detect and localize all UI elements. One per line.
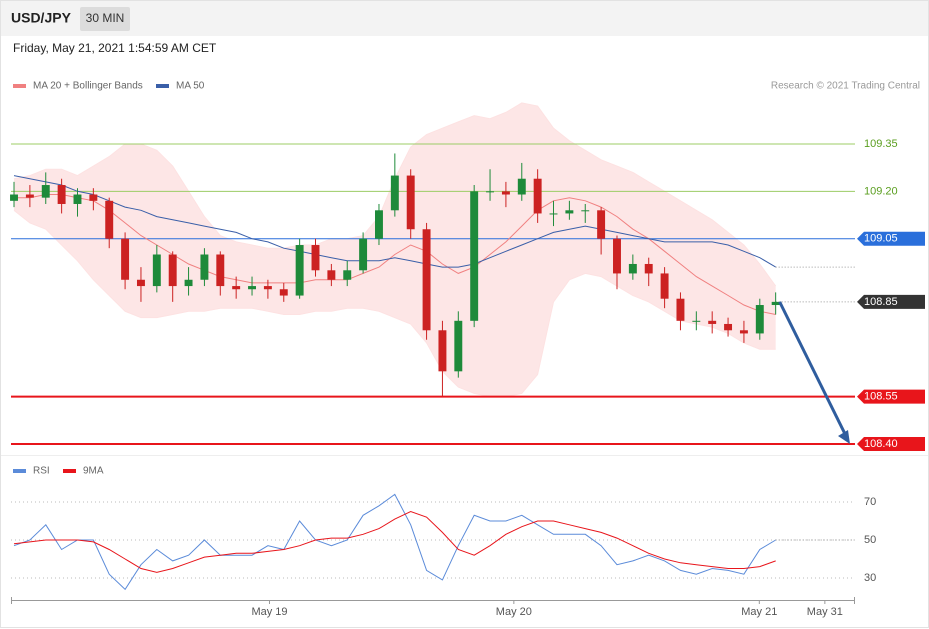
candle-body [628, 263, 637, 274]
legend-label: RSI [33, 466, 50, 477]
candle-body [57, 185, 66, 204]
candle-body [343, 270, 352, 280]
level-tag [857, 294, 925, 309]
interval: 30 MIN [86, 11, 125, 25]
candle-body [41, 185, 50, 198]
candle-body [168, 254, 177, 287]
forecast-arrowhead [838, 429, 850, 444]
candle-body [73, 194, 82, 204]
candle-body [676, 298, 685, 321]
candle-body [565, 210, 574, 214]
candle-body [232, 286, 241, 290]
bollinger-fill [14, 102, 776, 397]
candle-body [692, 320, 701, 322]
candle-body [581, 210, 590, 212]
forecast-arrow [778, 301, 848, 437]
y-tick-label: 70 [864, 496, 876, 508]
candle-body [359, 238, 368, 271]
level-tag [857, 389, 925, 404]
x-tick-label: May 20 [496, 606, 532, 618]
candle-body [216, 254, 225, 287]
level-tag [857, 436, 925, 451]
candle-body [184, 279, 193, 287]
level-label: 108.40 [864, 438, 898, 450]
candle-body [549, 213, 558, 215]
candle-body [89, 194, 98, 201]
legend-label: MA 50 [176, 81, 205, 92]
candle-body [613, 238, 621, 274]
candle-body [454, 320, 463, 372]
candle-body [771, 301, 780, 306]
candle-body [597, 210, 606, 239]
level-tag [857, 231, 925, 246]
level-label: 109.05 [864, 233, 898, 245]
header-bar [1, 1, 928, 36]
candle-body [136, 279, 145, 287]
credit: Research © 2021 Trading Central [771, 81, 920, 92]
candle-body [755, 305, 764, 334]
legend-swatch [13, 84, 26, 88]
level-label: 108.55 [864, 390, 898, 402]
candle-body [263, 286, 272, 290]
candle-body [121, 238, 130, 280]
x-tick-label: May 31 [807, 606, 843, 618]
rsi-line [13, 493, 776, 591]
x-tick-label: May 19 [251, 606, 287, 618]
candle-body [660, 273, 669, 299]
candle-body [295, 245, 304, 296]
candle-body [724, 323, 733, 331]
candle-body [406, 175, 415, 230]
candle-body [470, 191, 479, 321]
candle-body [708, 320, 717, 324]
candle-body [152, 254, 161, 287]
y-tick-label: 50 [864, 534, 876, 546]
candle-body [644, 263, 653, 274]
legend-label: 9MA [83, 466, 104, 477]
candle-body [438, 330, 447, 372]
timestamp: Friday, May 21, 2021 1:54:59 AM CET [13, 41, 217, 55]
y-tick-label: 30 [864, 572, 876, 584]
candle-body [533, 178, 542, 214]
candle-body [311, 245, 320, 271]
legend-swatch [13, 469, 26, 473]
candle-body [105, 200, 114, 239]
candle-body [279, 289, 288, 296]
candle-body [390, 175, 399, 211]
legend-label: MA 20 + Bollinger Bands [33, 81, 143, 92]
candle-body [501, 191, 510, 195]
candle-body [10, 194, 18, 201]
candle-body [25, 194, 34, 198]
candle-body [375, 210, 383, 239]
candle-body [739, 330, 748, 334]
level-label: 109.35 [864, 138, 898, 150]
candle-body [248, 286, 256, 290]
ma50-line [13, 175, 776, 268]
candle-body [517, 178, 526, 195]
candle-body [327, 270, 336, 280]
candle-body [486, 191, 495, 193]
candle-body [200, 254, 209, 280]
candle-body [422, 229, 431, 331]
interval-badge [80, 7, 130, 31]
legend-swatch [63, 469, 76, 473]
symbol: USD/JPY [11, 10, 72, 26]
level-label: 109.20 [864, 185, 898, 197]
bollinger-lower [13, 209, 776, 398]
x-tick-label: May 21 [741, 606, 777, 618]
rsi-line [13, 510, 776, 573]
legend-swatch [156, 84, 169, 88]
level-label: 108.85 [864, 296, 898, 308]
